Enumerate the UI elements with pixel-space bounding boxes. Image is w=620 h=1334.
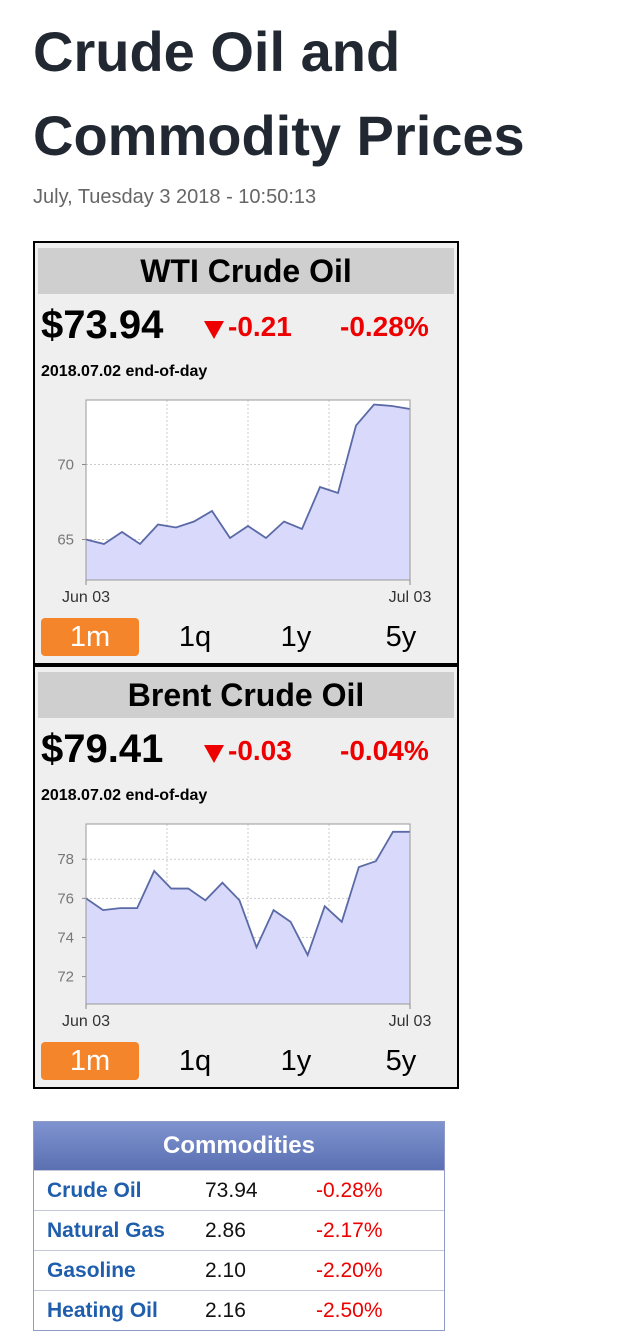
change: -0.03 [228, 735, 292, 766]
change-percent: -0.04% [340, 735, 429, 766]
commodity-name[interactable]: Crude Oil [47, 1179, 142, 1202]
y-tick-label: 70 [57, 457, 74, 474]
page-title: Crude Oil and Commodity Prices [33, 20, 525, 167]
commodity-change: -2.20% [316, 1259, 383, 1282]
y-tick-label: 72 [57, 969, 74, 986]
table-row: Heating Oil 2.16 -2.50% [34, 1290, 444, 1330]
table-row: Natural Gas 2.86 -2.17% [34, 1210, 444, 1250]
widget-title: WTI Crude Oil [38, 248, 454, 294]
quote-widget: Brent Crude Oil $79.41 -0.03 -0.04% 2018.07.… [33, 665, 459, 1089]
quote-widget: WTI Crude Oil $73.94 -0.21 -0.28% 2018.07.02… [33, 241, 459, 665]
x-tick-label: Jul 03 [389, 589, 432, 606]
period-button[interactable]: 1m [41, 1042, 139, 1080]
plot-border [85, 399, 411, 581]
period-button[interactable]: 5y [385, 1045, 417, 1077]
y-tick-label: 65 [57, 532, 74, 549]
down-arrow [204, 745, 224, 763]
area-fill [86, 404, 410, 580]
commodity-price: 2.16 [205, 1299, 246, 1322]
commodity-price: 2.86 [205, 1219, 246, 1242]
price-chart: 65 70 Jun 03 Jul 03 [57, 399, 432, 606]
x-tick-label: Jun 03 [62, 589, 110, 606]
period-button[interactable]: 1q [178, 1045, 212, 1077]
price: $73.94 [41, 303, 164, 347]
plot-border [85, 823, 411, 1005]
commodity-change: -0.28% [316, 1179, 383, 1202]
y-tick-label: 74 [57, 929, 74, 946]
date-note: 2018.07.02 end-of-day [41, 787, 208, 804]
commodity-change: -2.50% [316, 1299, 383, 1322]
change: -0.21 [228, 311, 292, 342]
period-button[interactable]: 1y [280, 1045, 312, 1077]
commodity-name[interactable]: Gasoline [47, 1259, 136, 1282]
y-tick-label: 78 [57, 851, 74, 868]
price-line [85, 830, 410, 958]
commodity-name[interactable]: Heating Oil [47, 1299, 158, 1322]
commodity-name[interactable]: Natural Gas [47, 1219, 165, 1242]
commodity-price: 2.10 [205, 1259, 246, 1282]
x-tick-label: Jun 03 [62, 1013, 110, 1030]
price-line [85, 403, 411, 546]
table-title: Commodities [34, 1122, 444, 1170]
price: $79.41 [41, 727, 164, 771]
x-tick-label: Jul 03 [389, 1013, 432, 1030]
price-chart: 72 74 76 78 Jun 03 Jul 03 [57, 823, 432, 1030]
table-row: Gasoline 2.10 -2.20% [34, 1250, 444, 1290]
down-arrow-shape [204, 745, 224, 763]
y-tick-label: 76 [57, 890, 74, 907]
table-row: Crude Oil 73.94 -0.28% [34, 1170, 444, 1210]
commodity-price: 73.94 [205, 1179, 258, 1202]
period-button[interactable]: 5y [385, 621, 417, 653]
period-button[interactable]: 1m [41, 618, 139, 656]
commodities-table: Commodities Crude Oil 73.94 -0.28% Natural … [33, 1121, 445, 1331]
period-button[interactable]: 1q [178, 621, 212, 653]
area-fill [86, 831, 410, 1004]
down-arrow [204, 321, 224, 339]
down-arrow-shape [204, 321, 224, 339]
period-button[interactable]: 1y [280, 621, 312, 653]
change-percent: -0.28% [340, 311, 429, 342]
timestamp: July, Tuesday 3 2018 - 10:50:13 [33, 186, 317, 208]
commodity-change: -2.17% [316, 1219, 383, 1242]
date-note: 2018.07.02 end-of-day [41, 363, 208, 380]
widget-title: Brent Crude Oil [38, 672, 454, 718]
